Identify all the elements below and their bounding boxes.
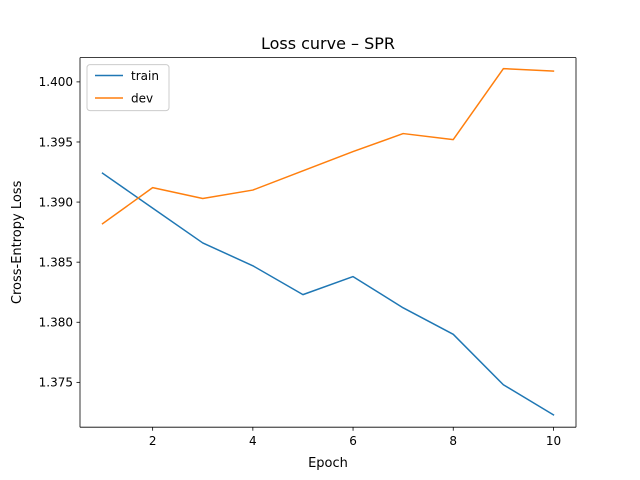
axes-frame xyxy=(79,57,577,428)
x-axis-label: Epoch xyxy=(308,456,348,471)
x-tick-label: 10 xyxy=(546,434,561,448)
series-layer xyxy=(101,67,555,416)
x-tick-label: 6 xyxy=(349,434,357,448)
y-tick-label: 1.390 xyxy=(39,195,73,209)
plot-area xyxy=(80,57,576,428)
y-tick-label: 1.385 xyxy=(39,255,73,269)
x-tick-label: 2 xyxy=(149,434,157,448)
y-tick-label: 1.380 xyxy=(39,316,73,330)
y-axis-label: Cross-Entropy Loss xyxy=(10,180,25,304)
legend-label-train: train xyxy=(131,69,159,83)
x-tick-label: 8 xyxy=(449,434,457,448)
series-line-train xyxy=(101,172,555,416)
y-tick-label: 1.395 xyxy=(39,135,73,149)
series-line-dev xyxy=(101,67,555,225)
x-tick-label: 4 xyxy=(249,434,257,448)
y-ticks: 1.375 1.380 1.385 1.390 1.395 1.400 xyxy=(39,75,80,390)
x-ticks: 2 4 6 8 10 xyxy=(149,427,561,448)
legend-label-dev: dev xyxy=(131,92,153,106)
chart-title: Loss curve – SPR xyxy=(261,34,395,53)
y-tick-label: 1.375 xyxy=(39,376,73,390)
y-tick-label: 1.400 xyxy=(39,75,73,89)
legend: train dev xyxy=(86,64,170,112)
